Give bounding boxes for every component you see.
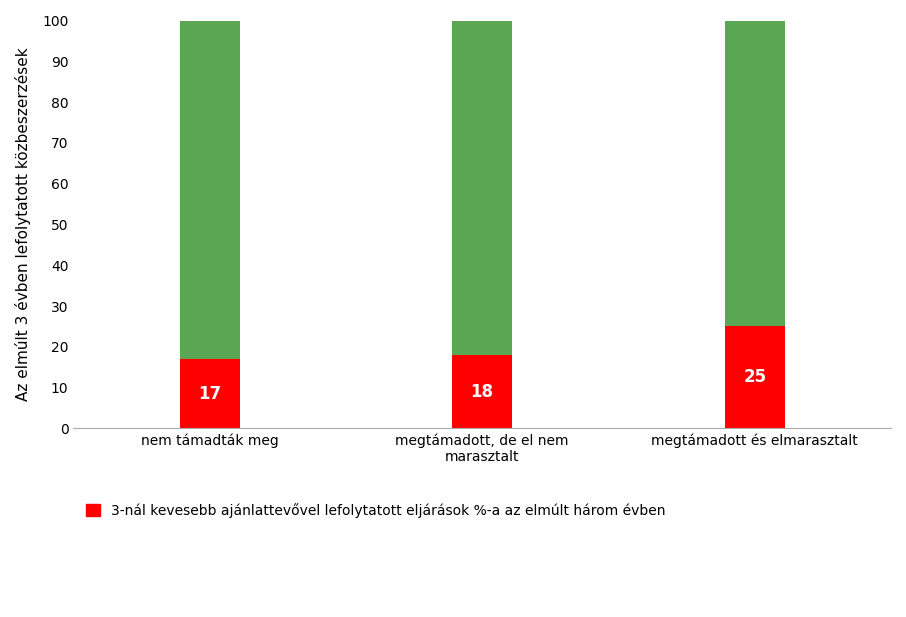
Text: 17: 17 <box>198 385 221 403</box>
Text: 25: 25 <box>743 368 766 386</box>
Bar <box>452 355 512 428</box>
Bar <box>179 359 239 428</box>
Legend: 3-nál kevesebb ajánlattevővel lefolytatott eljárások %-a az elmúlt három évben: 3-nál kevesebb ajánlattevővel lefolytato… <box>81 497 671 523</box>
Bar <box>452 20 512 355</box>
Bar <box>725 326 785 428</box>
Bar <box>725 20 785 326</box>
Bar <box>179 20 239 359</box>
Text: 18: 18 <box>471 383 494 401</box>
Y-axis label: Az elmúlt 3 évben lefolytatott közbeszerzések: Az elmúlt 3 évben lefolytatott közbeszer… <box>15 48 31 401</box>
